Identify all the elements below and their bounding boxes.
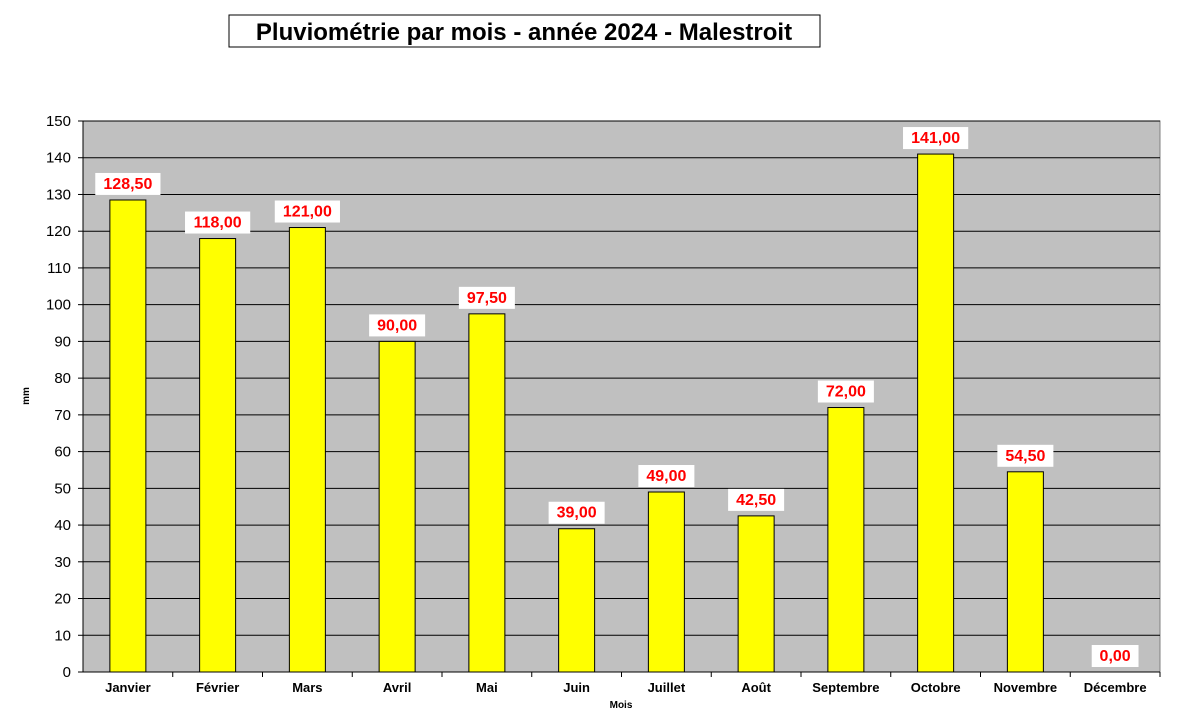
bar-4 <box>378 340 416 673</box>
data-label-background <box>185 211 251 234</box>
x-category-label: Juin <box>563 680 590 695</box>
bar-11 <box>1006 471 1044 673</box>
data-label: 97,50 <box>467 290 507 307</box>
data-label: 54,50 <box>1005 448 1045 465</box>
x-category-label: Mai <box>476 680 498 695</box>
data-label: 42,50 <box>736 492 776 509</box>
y-tick-label: 50 <box>54 480 71 497</box>
data-label-background <box>728 488 785 511</box>
x-category-label: Février <box>196 680 239 695</box>
x-category-label: Septembre <box>812 680 879 695</box>
y-tick-label: 70 <box>54 407 71 424</box>
y-tick-label: 110 <box>47 260 71 277</box>
data-label-background <box>369 314 426 337</box>
data-label: 90,00 <box>377 317 417 334</box>
bar-6 <box>558 528 596 673</box>
y-tick-label: 130 <box>46 186 71 203</box>
data-labels: 128,50 118,00 121,00 90,00 97,50 39,00 49,00 42… <box>95 127 1139 667</box>
x-category-label: Août <box>741 680 771 695</box>
x-category-label: Novembre <box>994 680 1058 695</box>
bar-10 <box>917 153 955 673</box>
data-label-background <box>817 380 874 403</box>
y-tick-label: 90 <box>54 333 71 350</box>
data-label-background <box>997 444 1054 467</box>
y-tick-label: 40 <box>54 517 71 534</box>
data-label: 128,50 <box>103 176 152 193</box>
axes <box>78 120 1161 677</box>
y-tick-label: 0 <box>63 664 71 681</box>
data-label: 0,00 <box>1100 648 1131 665</box>
y-tick-label: 150 <box>46 113 71 130</box>
bar-8 <box>737 515 775 673</box>
y-tick-label: 20 <box>54 591 71 608</box>
y-tick-label: 140 <box>46 150 71 167</box>
bar-7 <box>647 491 685 673</box>
data-label-background <box>458 286 515 309</box>
bar-2 <box>199 238 237 673</box>
y-tick-label: 30 <box>54 554 71 571</box>
data-label-background <box>1091 645 1139 667</box>
data-label: 72,00 <box>826 384 866 401</box>
data-label: 121,00 <box>283 204 332 221</box>
y-tick-label: 60 <box>54 444 71 461</box>
bar-1 <box>109 199 147 673</box>
x-category-label: Janvier <box>105 680 151 695</box>
bar-3 <box>288 227 326 673</box>
y-tick-labels: 0 10 20 30 40 50 60 70 80 90 100 110 120 130 140 150 <box>46 113 71 681</box>
x-category-label: Juillet <box>648 680 686 695</box>
y-axis-title: mm <box>21 387 32 405</box>
data-label: 49,00 <box>646 468 686 485</box>
data-label-background <box>274 200 340 223</box>
y-tick-label: 10 <box>54 627 71 644</box>
data-label-background <box>95 172 161 195</box>
plot-area <box>82 120 1161 673</box>
bars <box>109 153 1044 673</box>
data-label: 141,00 <box>911 130 960 147</box>
x-category-label: Mars <box>292 680 322 695</box>
y-tick-label: 80 <box>54 370 71 387</box>
bar-9 <box>827 407 865 673</box>
gridlines <box>83 120 1160 636</box>
data-label: 39,00 <box>557 505 597 522</box>
y-tick-label: 120 <box>46 223 71 240</box>
data-label: 118,00 <box>194 215 242 232</box>
chart-title: Pluviométrie par mois - année 2024 - Mal… <box>256 19 792 46</box>
x-category-label: Octobre <box>911 680 961 695</box>
x-axis-title: Mois <box>610 700 633 711</box>
bar-5 <box>468 313 506 673</box>
x-category-label: Décembre <box>1084 680 1147 695</box>
chart-title-box <box>228 14 821 48</box>
data-label-background <box>638 465 695 488</box>
data-label-background <box>548 501 605 524</box>
x-category-labels: Janvier Février Mars Avril Mai Juin Juillet Aoû… <box>105 680 1146 695</box>
data-label-background <box>903 127 969 150</box>
x-category-label: Avril <box>383 680 411 695</box>
y-tick-label: 100 <box>46 297 71 314</box>
